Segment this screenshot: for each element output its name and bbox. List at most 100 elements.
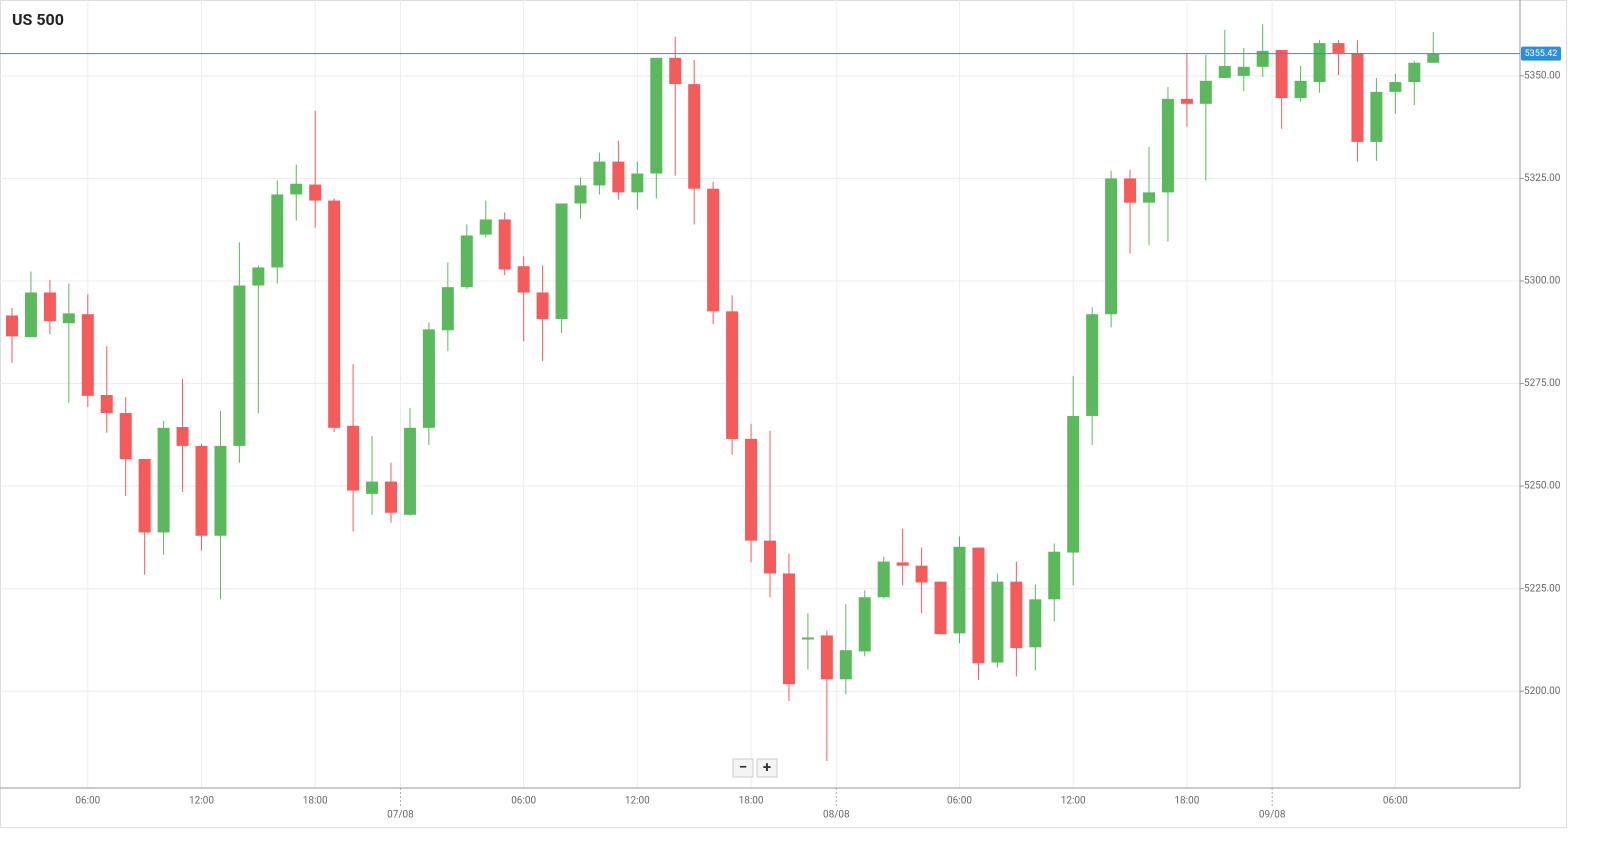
x-tick-label: 06:00 bbox=[75, 796, 100, 807]
candle-body bbox=[24, 292, 37, 338]
candle-body bbox=[555, 203, 568, 320]
x-tick-label: 06:00 bbox=[947, 796, 972, 807]
candle-body bbox=[1218, 66, 1231, 78]
x-tick-label: 06:00 bbox=[511, 796, 536, 807]
candle-body bbox=[820, 635, 833, 680]
candle-body bbox=[1256, 50, 1269, 67]
candle-body bbox=[839, 650, 852, 680]
price-tag bbox=[1521, 46, 1561, 61]
candle-body bbox=[479, 219, 492, 235]
candle-body bbox=[385, 481, 397, 513]
zoom-out-label[interactable]: − bbox=[739, 758, 747, 776]
candle-body bbox=[1294, 80, 1307, 99]
candle-body bbox=[764, 540, 776, 574]
candle-body bbox=[650, 57, 663, 174]
candle-body bbox=[6, 315, 18, 337]
y-tick-label: 5325.00 bbox=[1524, 173, 1561, 184]
candle-body bbox=[934, 581, 947, 635]
candle-body bbox=[62, 313, 75, 324]
candle-body bbox=[536, 292, 549, 320]
candle-body bbox=[688, 84, 701, 189]
candle-body bbox=[1105, 178, 1118, 315]
candle-body bbox=[631, 173, 644, 193]
candle-body bbox=[214, 445, 227, 536]
date-label: 09/08 bbox=[1259, 810, 1286, 821]
candle-body bbox=[782, 573, 795, 685]
candle-body bbox=[1313, 43, 1326, 83]
date-label: 07/08 bbox=[387, 810, 414, 821]
candle-body bbox=[1048, 551, 1061, 600]
candle-body bbox=[593, 161, 606, 186]
candle-body bbox=[271, 194, 284, 268]
candle-body bbox=[915, 565, 928, 583]
candle-body bbox=[726, 311, 739, 439]
candle-body bbox=[1067, 415, 1080, 553]
price-tag-label: 5355.42 bbox=[1525, 49, 1558, 59]
x-tick-label: 12:00 bbox=[625, 796, 650, 807]
candle-body bbox=[1370, 91, 1383, 142]
candle-body bbox=[347, 425, 360, 491]
candle-body bbox=[441, 287, 454, 331]
candle-body bbox=[1199, 80, 1212, 104]
y-tick-label: 5350.00 bbox=[1524, 71, 1561, 82]
candle-body bbox=[81, 314, 94, 396]
zoom-in[interactable]: + bbox=[756, 758, 778, 778]
candle-body bbox=[119, 413, 132, 460]
candle-body bbox=[290, 183, 303, 195]
candle-body bbox=[176, 427, 189, 446]
candle-body bbox=[43, 292, 56, 322]
x-tick-label: 18:00 bbox=[739, 796, 764, 807]
candle-body bbox=[1124, 178, 1137, 203]
candle-body bbox=[1161, 98, 1174, 193]
x-tick-label: 18:00 bbox=[303, 796, 328, 807]
zoom-out-button[interactable] bbox=[732, 758, 754, 778]
candle-body bbox=[517, 266, 530, 293]
x-tick-label: 18:00 bbox=[1174, 796, 1199, 807]
candle-body bbox=[138, 459, 151, 533]
candle-body bbox=[991, 581, 1004, 663]
candle-body bbox=[1408, 62, 1421, 83]
x-tick-label: 12:00 bbox=[189, 796, 214, 807]
x-tick-label: 12:00 bbox=[1061, 796, 1086, 807]
candle-body bbox=[309, 184, 322, 201]
candle-body bbox=[1275, 50, 1288, 99]
candle-body bbox=[1086, 314, 1099, 416]
candle-body bbox=[574, 185, 587, 204]
zoom-in-button[interactable] bbox=[756, 758, 778, 778]
candle-body bbox=[1029, 599, 1042, 648]
candle-body bbox=[1427, 53, 1440, 63]
candle-body bbox=[707, 188, 720, 312]
candle-body bbox=[195, 445, 208, 536]
candle-body bbox=[403, 427, 416, 515]
y-tick-label: 5300.00 bbox=[1524, 276, 1561, 287]
frame bbox=[0, 0, 1567, 828]
candle-body bbox=[896, 562, 909, 566]
candle-body bbox=[1010, 581, 1023, 649]
y-tick-label: 5250.00 bbox=[1524, 481, 1561, 492]
y-tick-label: 5225.00 bbox=[1524, 583, 1561, 594]
candle-body bbox=[1351, 52, 1364, 142]
zoom-out[interactable]: − bbox=[732, 758, 754, 778]
candle-body bbox=[157, 427, 170, 533]
candle-body bbox=[953, 546, 966, 634]
y-tick-label: 5200.00 bbox=[1524, 686, 1561, 697]
candle-body bbox=[1143, 192, 1155, 203]
date-label: 08/08 bbox=[823, 810, 850, 821]
candle-body bbox=[858, 597, 871, 652]
candle-body bbox=[972, 547, 985, 664]
candle-body bbox=[233, 285, 246, 446]
chart-title: US 500 bbox=[12, 10, 64, 29]
candle-body bbox=[460, 235, 473, 288]
candle-body bbox=[252, 267, 265, 286]
y-tick-label: 5275.00 bbox=[1524, 378, 1561, 389]
candle-body bbox=[877, 561, 890, 598]
candle-body bbox=[1237, 66, 1250, 76]
candle-body bbox=[100, 395, 113, 414]
candle-body bbox=[612, 161, 625, 193]
x-tick-label: 06:00 bbox=[1383, 796, 1408, 807]
candle-body bbox=[328, 200, 341, 428]
candle-body bbox=[745, 438, 758, 541]
candle-body bbox=[1332, 43, 1345, 53]
zoom-in-label[interactable]: + bbox=[763, 758, 771, 776]
